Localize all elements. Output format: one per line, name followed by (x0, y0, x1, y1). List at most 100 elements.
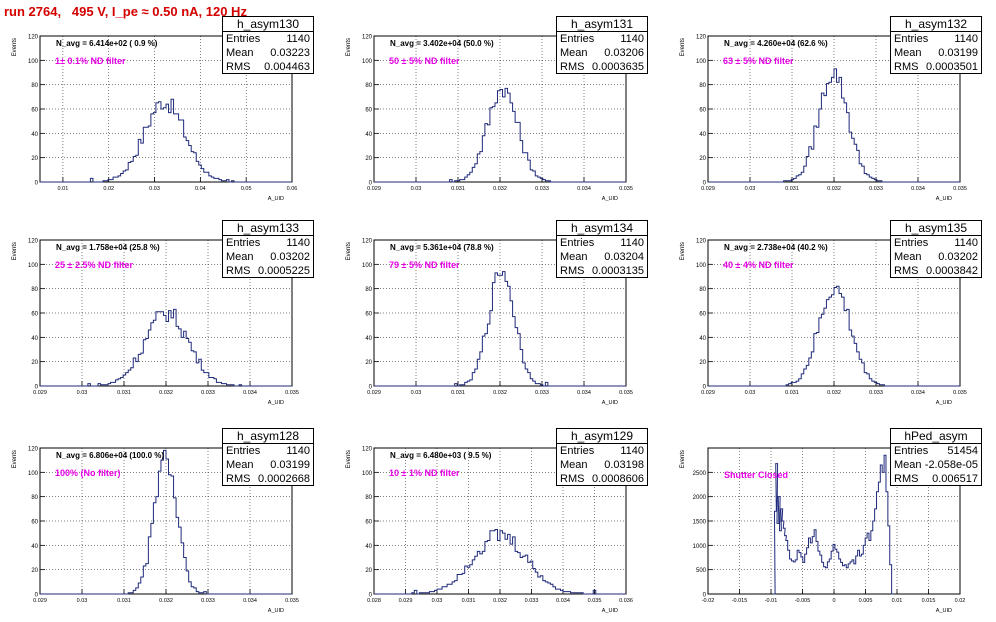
histogram-bin (440, 589, 443, 594)
entries-value: 1140 (954, 237, 978, 249)
histogram-bin (176, 326, 179, 386)
histogram-bin (515, 328, 518, 386)
navg-label: N_avg = 6.480e+03 ( 9.5 %) (390, 451, 492, 460)
entries-label: Entries (894, 33, 929, 45)
tick-label-y: 80 (699, 287, 706, 293)
filter-annotation: 100% (No filter) (55, 468, 121, 478)
histogram-bin (508, 93, 511, 182)
histogram-bin (191, 152, 194, 182)
histogram-bin (864, 373, 867, 386)
tick-label-y: 0 (369, 593, 373, 599)
filter-annotation: 40 ± 4% ND filter (723, 260, 794, 270)
tick-label-y: 2000 (693, 495, 707, 501)
rms-label: RMS (894, 265, 919, 277)
tick-label-y: 120 (28, 35, 39, 41)
tick-label-x: 0.032 (493, 598, 507, 604)
tick-label-x: 0.031 (462, 598, 476, 604)
histogram-bin (131, 161, 134, 182)
rms-value: 0.006517 (932, 473, 978, 485)
histogram-bin (790, 559, 792, 594)
navg-label: N_avg = 2.738e+04 (40.2 %) (724, 243, 828, 252)
histogram-bin (861, 554, 863, 594)
tick-label-x: 0.035 (953, 390, 967, 396)
tick-label-y: 120 (362, 35, 373, 41)
tick-label-y: 80 (365, 83, 372, 89)
tick-label-x: 0.034 (556, 598, 570, 604)
tick-label-x: 0.033 (869, 390, 883, 396)
tick-label-x: 0.029 (701, 186, 715, 192)
mean-value: 0.03204 (604, 251, 644, 263)
histogram-bin (505, 88, 508, 182)
histogram-bin (831, 295, 834, 386)
navg-label: N_avg = 6.414e+02 ( 0.9 %) (56, 39, 158, 48)
histogram-bin (186, 141, 189, 182)
histogram-bin (166, 104, 169, 182)
tick-label-y: 0 (703, 181, 707, 187)
histogram-bin (156, 103, 159, 182)
rms-value: 0.0008606 (592, 473, 644, 485)
histogram-bin (785, 536, 787, 594)
histogram-bin (204, 373, 207, 386)
histogram-bin (882, 472, 884, 594)
histogram-bin (204, 172, 207, 182)
mean-label: Mean (226, 459, 254, 471)
histogram-bin (184, 137, 187, 182)
mean-value: 0.03202 (270, 251, 310, 263)
tick-label-x: 0.029 (367, 186, 381, 192)
histogram-bin (163, 315, 166, 386)
tick-label-y: 2500 (693, 471, 707, 477)
navg-label: N_avg = 5.361e+04 (78.8 %) (390, 243, 494, 252)
tick-label-x: 0.032 (827, 390, 841, 396)
tick-label-x: 0.029 (399, 598, 413, 604)
tick-label-y: 500 (696, 568, 707, 574)
histogram-bin (163, 450, 166, 594)
tick-label-x: 0.031 (785, 186, 799, 192)
histogram-bin (780, 531, 782, 594)
histogram-series (374, 87, 626, 183)
histogram-bin (497, 91, 500, 182)
histogram-bin (843, 566, 845, 594)
histogram-bin (510, 103, 513, 182)
rms-value: 0.0003635 (592, 61, 644, 73)
tick-label-y: 80 (31, 83, 38, 89)
histogram-bin (545, 582, 548, 594)
tick-label-y: 20 (31, 568, 38, 574)
y-axis-label: Events (12, 38, 18, 56)
stats-box: h_asym134 Entries 1140 Mean 0.03204 RMS 0.0… (556, 220, 648, 278)
entries-label: Entries (894, 445, 929, 457)
histogram-bin (791, 561, 793, 594)
tick-label-y: 120 (696, 239, 707, 245)
histogram-bin (503, 97, 506, 182)
histogram-bin (846, 568, 848, 594)
mean-value: -2.058e-05 (924, 459, 978, 471)
histogram-bin (865, 538, 867, 594)
histogram-name: h_asym131 (557, 17, 647, 32)
histogram-bin (834, 287, 837, 386)
tick-label-y: 100 (28, 263, 39, 269)
mean-label: Mean (226, 251, 254, 263)
tick-label-x: 0.03 (411, 186, 422, 192)
tick-label-x: 0.033 (869, 186, 883, 192)
histogram-bin (495, 103, 498, 182)
histogram-bin (148, 126, 151, 182)
tick-label-x: 0.029 (33, 390, 47, 396)
entries-label: Entries (560, 445, 595, 457)
histogram-bin (487, 540, 490, 594)
filter-annotation: 79 ± 5% ND filter (389, 260, 460, 270)
histogram-series (40, 308, 292, 387)
histogram-bin (503, 533, 506, 594)
mean-value: 0.03198 (604, 459, 644, 471)
histogram-bin (497, 540, 500, 594)
tick-label-y: 100 (28, 471, 39, 477)
histogram-series (374, 271, 626, 387)
rms-value: 0.0002668 (258, 473, 310, 485)
tick-label-x: -0.01 (765, 598, 778, 604)
mean-label: Mean (894, 459, 922, 471)
x-axis-label: A_UID (602, 196, 618, 202)
histogram-bin (492, 107, 495, 182)
histogram-bin (153, 320, 156, 386)
x-axis-label: A_UID (936, 608, 952, 614)
histogram-series (40, 449, 292, 595)
tick-label-y: 40 (31, 132, 38, 138)
y-axis-label: Events (346, 38, 352, 56)
